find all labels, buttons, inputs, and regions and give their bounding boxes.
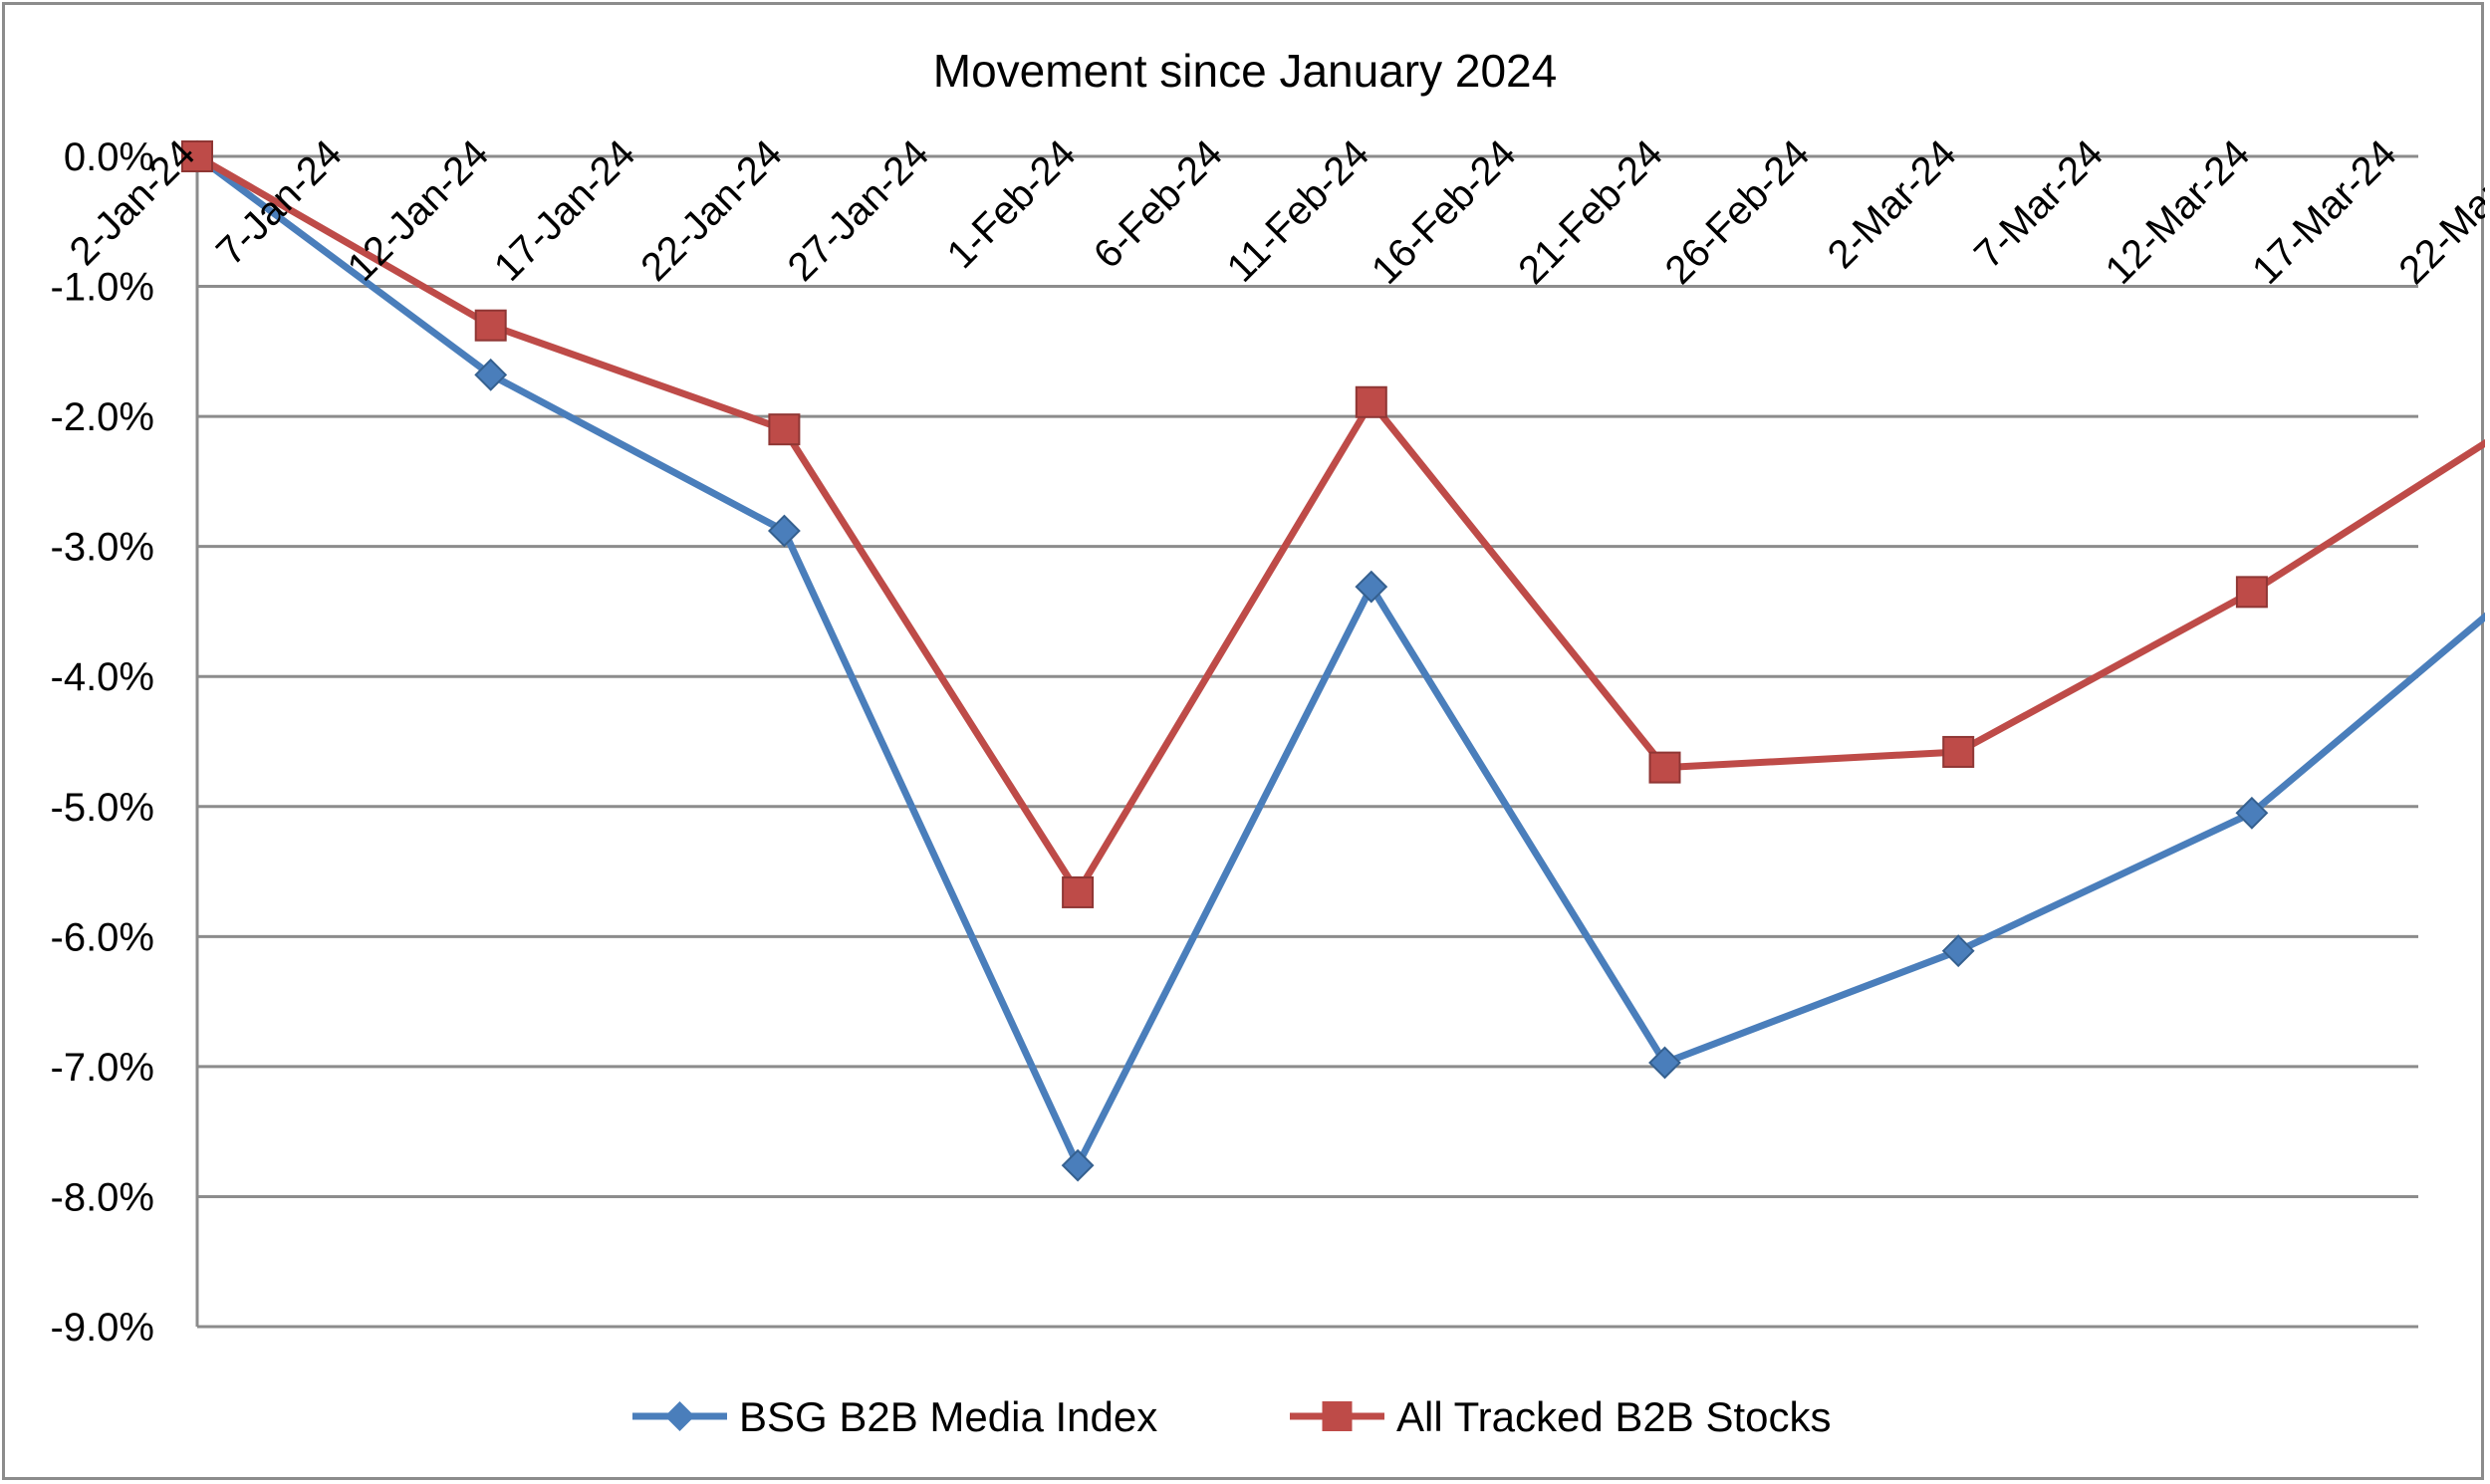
data-point-square: [1062, 875, 1095, 908]
y-tick-label: -1.0%: [51, 266, 155, 310]
y-tick-label: -8.0%: [51, 1175, 155, 1219]
y-tick-label: -4.0%: [51, 655, 155, 699]
data-point-square: [1648, 751, 1681, 784]
y-tick-label: -5.0%: [51, 786, 155, 830]
legend: BSG B2B Media Index All Tracked B2B Stock…: [632, 1393, 1832, 1440]
line-chart: Movement since January 2024 0.0% -1.0% -2.…: [51, 45, 2485, 1440]
data-point-square: [1942, 735, 1975, 768]
legend-marker-diamond: [664, 1401, 695, 1431]
legend-label: BSG B2B Media Index: [739, 1393, 1157, 1440]
data-point-diamond: [1061, 1148, 1095, 1182]
series-lines: [194, 152, 2485, 1169]
y-tick-label: -9.0%: [51, 1306, 155, 1350]
gridlines: [195, 154, 2418, 1329]
chart-title: Movement since January 2024: [933, 45, 1557, 97]
y-tick-label: -6.0%: [51, 915, 155, 959]
data-point-diamond: [1648, 1046, 1681, 1080]
data-point-square: [2235, 576, 2268, 609]
series-line: [194, 153, 2485, 1169]
y-tick-label: -7.0%: [51, 1046, 155, 1090]
x-tick-label: 7-Mar-24: [1966, 131, 2112, 277]
series-line: [195, 152, 2485, 896]
data-point-square: [1355, 385, 1387, 418]
y-tick-label: -2.0%: [51, 395, 155, 439]
data-point-diamond: [474, 358, 508, 391]
x-tick-label: 1-Feb-24: [939, 131, 1085, 277]
data-point-square: [181, 140, 213, 172]
data-point-diamond: [2235, 796, 2269, 830]
x-tick-label: 2-Mar-24: [1820, 131, 1965, 277]
data-point-square: [768, 413, 801, 446]
data-point-diamond: [767, 514, 801, 548]
legend-label: All Tracked B2B Stocks: [1396, 1393, 1832, 1440]
data-point-diamond: [1355, 570, 1388, 604]
y-axis-ticks: 0.0% -1.0% -2.0% -3.0% -4.0% -5.0% -6.0% -7.0% -…: [51, 135, 155, 1350]
data-point-diamond: [1941, 934, 1975, 968]
legend-marker-square: [1322, 1401, 1353, 1431]
x-tick-label: 6-Feb-24: [1086, 131, 1231, 277]
series-markers: [180, 139, 2269, 1182]
y-tick-label: 0.0%: [64, 135, 154, 179]
y-tick-label: -3.0%: [51, 526, 155, 570]
data-point-square: [474, 309, 507, 342]
